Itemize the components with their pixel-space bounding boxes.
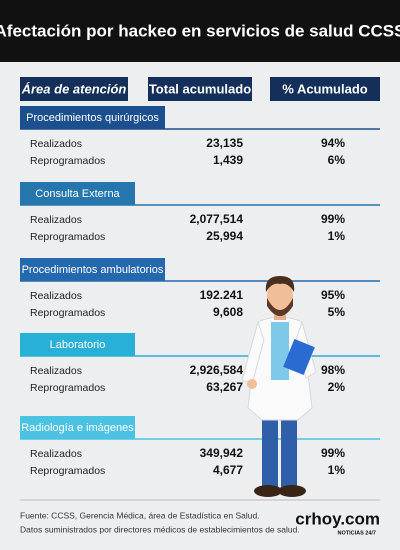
column-header: % Acumulado [282, 81, 368, 96]
row-label: Realizados [30, 365, 82, 377]
row-percent: 95% [321, 288, 345, 302]
row-label: Realizados [30, 448, 82, 460]
logo: crhoy.com [295, 509, 380, 528]
row-percent: 5% [328, 305, 346, 319]
row-percent: 99% [321, 446, 345, 460]
section-title: Procedimientos ambulatorios [22, 264, 164, 276]
row-total: 2,077,514 [190, 212, 244, 226]
section-header-box [20, 416, 135, 439]
title: Afectación por hackeo en servicios de sa… [0, 21, 400, 40]
row-total: 25,994 [206, 229, 243, 243]
row-label: Realizados [30, 138, 82, 150]
section-title: Consulta Externa [35, 188, 120, 200]
section-title: Procedimientos quirúrgicos [26, 112, 159, 124]
row-percent: 94% [321, 136, 345, 150]
section-header-box [20, 182, 135, 205]
logo-tagline: NOTICIAS 24/7 [337, 530, 376, 536]
row-total: 1,439 [213, 153, 243, 167]
row-percent: 98% [321, 363, 345, 377]
row-label: Reprogramados [30, 307, 105, 319]
row-percent: 2% [328, 380, 346, 394]
column-header: Área de atención [21, 81, 127, 96]
row-total: 4,677 [213, 463, 243, 477]
column-header-box [148, 77, 252, 101]
section-title: Laboratorio [50, 339, 106, 351]
row-total: 349,942 [200, 446, 244, 460]
row-label: Reprogramados [30, 231, 105, 243]
row-total: 2,926,584 [190, 363, 244, 377]
section-header-box [20, 106, 165, 129]
row-total: 192.241 [200, 288, 244, 302]
row-total: 63,267 [206, 380, 243, 394]
column-header-box [270, 77, 380, 101]
row-label: Reprogramados [30, 155, 105, 167]
row-label: Reprogramados [30, 382, 105, 394]
row-percent: 6% [328, 153, 346, 167]
source-note: Datos suministrados por directores médic… [20, 524, 300, 534]
section-header-box [20, 333, 135, 356]
row-label: Realizados [30, 290, 82, 302]
column-header: Total acumulado [149, 81, 251, 96]
row-total: 23,135 [206, 136, 243, 150]
row-label: Reprogramados [30, 465, 105, 477]
title-bar [0, 0, 400, 62]
row-percent: 99% [321, 212, 345, 226]
source-note: Fuente: CCSS, Gerencia Médica, área de E… [20, 510, 260, 520]
row-percent: 1% [328, 229, 346, 243]
row-label: Realizados [30, 214, 82, 226]
section-header-box [20, 258, 165, 281]
column-header-box [20, 77, 128, 101]
section-title: Radiología e imágenes [21, 422, 134, 434]
doctor-illustration [241, 276, 317, 497]
row-percent: 1% [328, 463, 346, 477]
row-total: 9,608 [213, 305, 243, 319]
